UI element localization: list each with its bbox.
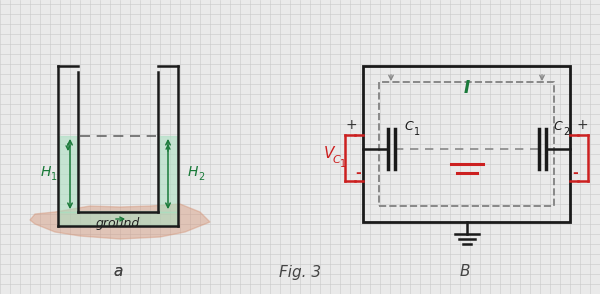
Text: C: C [554,121,562,133]
Text: -: - [572,166,578,180]
Text: 1: 1 [414,127,420,137]
Text: B: B [460,265,470,280]
Text: a: a [113,265,122,280]
Text: V: V [324,146,334,161]
Text: C: C [404,121,413,133]
Text: 1: 1 [340,159,346,169]
Text: -: - [355,166,361,180]
Text: 2: 2 [198,172,204,182]
Bar [379,82,554,206]
Text: Fig. 3: Fig. 3 [279,265,321,280]
Text: 2: 2 [563,127,569,137]
Text: C: C [332,155,340,165]
Bar [363,66,570,222]
Text: a: a [113,265,122,280]
Text: ground: ground [96,218,140,230]
Text: I: I [463,79,470,97]
Text: +: + [576,118,588,132]
Text: H: H [41,165,51,179]
Polygon shape [30,204,210,239]
Text: 1: 1 [51,172,57,182]
Text: H: H [188,165,198,179]
Text: +: + [345,118,357,132]
